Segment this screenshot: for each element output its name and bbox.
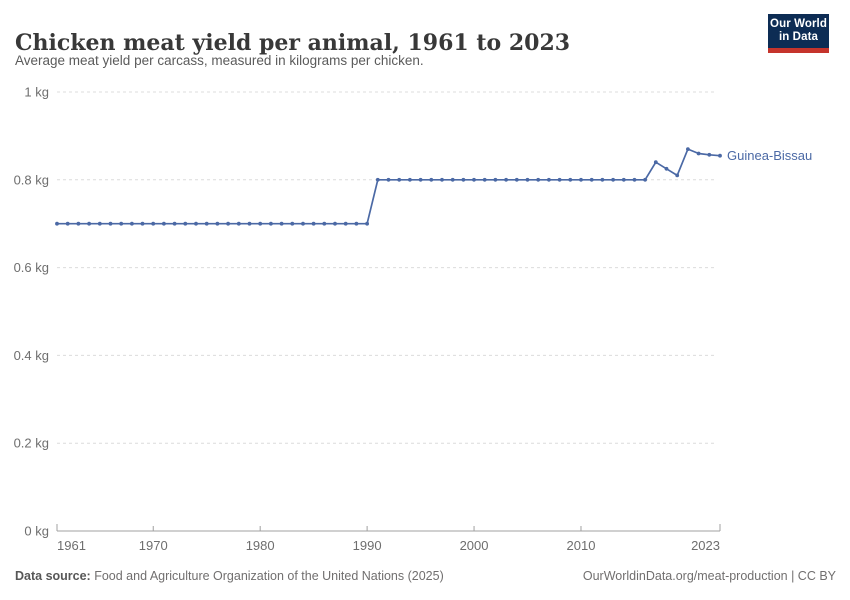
y-axis-tick-label: 0.6 kg	[14, 260, 49, 275]
data-point-marker	[151, 221, 156, 226]
data-point-marker	[87, 221, 91, 226]
data-point-marker	[247, 221, 252, 226]
data-point-marker	[172, 221, 177, 226]
x-axis-tick-label: 2023	[691, 538, 720, 553]
x-axis-tick-label: 1990	[353, 538, 382, 553]
data-point-marker	[643, 177, 647, 182]
data-source-text: Food and Agriculture Organization of the…	[94, 569, 444, 583]
data-point-marker	[568, 177, 573, 182]
data-point-marker	[301, 221, 305, 226]
data-point-marker	[525, 177, 530, 182]
data-source-note: Data source: Food and Agriculture Organi…	[15, 569, 444, 583]
data-point-marker	[653, 160, 658, 165]
data-point-marker	[408, 177, 412, 182]
y-axis-tick-label: 0.4 kg	[14, 348, 49, 363]
data-point-marker	[55, 221, 59, 226]
data-point-marker	[365, 221, 369, 226]
data-point-marker	[119, 221, 124, 226]
data-point-marker	[343, 221, 348, 226]
data-point-marker	[686, 147, 690, 152]
data-point-marker	[130, 221, 134, 226]
data-source-label: Data source:	[15, 569, 91, 583]
data-point-marker	[707, 152, 712, 157]
owid-logo-line1: Our World	[770, 18, 827, 30]
data-point-marker	[611, 177, 615, 182]
y-axis-tick-label: 1 kg	[24, 85, 49, 100]
x-axis-tick-label: 1980	[246, 538, 275, 553]
data-point-marker	[472, 177, 476, 182]
data-point-marker	[97, 221, 102, 226]
data-point-marker	[579, 177, 583, 182]
data-point-marker	[397, 177, 402, 182]
x-axis-tick-label: 2010	[567, 538, 596, 553]
data-point-marker	[547, 177, 551, 182]
data-point-marker	[482, 177, 487, 182]
data-point-marker	[696, 151, 701, 156]
data-point-marker	[183, 221, 188, 226]
data-point-marker	[440, 177, 444, 182]
owid-logo-line2: in Data	[778, 31, 819, 43]
data-point-marker	[418, 177, 423, 182]
series-entity-label[interactable]: Guinea-Bissau	[727, 148, 812, 163]
data-point-marker	[162, 221, 166, 226]
data-point-marker	[514, 177, 519, 182]
data-point-marker	[450, 177, 455, 182]
data-point-marker	[675, 173, 680, 178]
citation-link[interactable]: OurWorldinData.org/meat-production | CC …	[582, 569, 836, 583]
data-point-marker	[536, 177, 541, 182]
data-point-marker	[290, 221, 295, 226]
x-axis-tick-label: 1961	[57, 538, 86, 553]
data-point-marker	[429, 177, 434, 182]
x-axis-tick-label: 2000	[460, 538, 489, 553]
page-title: Chicken meat yield per animal, 1961 to 2…	[15, 29, 571, 56]
data-point-marker	[664, 166, 669, 171]
data-point-marker	[236, 221, 241, 226]
data-point-marker	[333, 221, 337, 226]
data-point-marker	[718, 153, 722, 158]
data-point-marker	[600, 177, 605, 182]
data-point-marker	[76, 221, 81, 226]
data-point-marker	[589, 177, 594, 182]
x-axis-tick-label: 1970	[139, 538, 168, 553]
chart-subtitle: Average meat yield per carcass, measured…	[15, 53, 424, 68]
data-point-marker	[557, 177, 562, 182]
data-point-marker	[258, 221, 263, 226]
data-point-marker	[493, 177, 498, 182]
data-point-marker	[322, 221, 327, 226]
data-point-marker	[215, 221, 220, 226]
data-point-marker	[279, 221, 284, 226]
data-point-marker	[65, 221, 70, 226]
owid-logo[interactable]: Our World in Data	[768, 14, 829, 53]
data-point-marker	[461, 177, 466, 182]
data-line	[56, 148, 721, 225]
data-point-marker	[226, 221, 231, 226]
footer: Data source: Food and Agriculture Organi…	[15, 569, 836, 583]
y-axis-tick-label: 0 kg	[24, 524, 49, 539]
data-point-marker	[194, 221, 198, 226]
data-point-marker	[375, 177, 380, 182]
data-point-marker	[204, 221, 209, 226]
data-point-marker	[311, 221, 316, 226]
y-axis-tick-label: 0.8 kg	[14, 172, 49, 187]
data-point-marker	[140, 221, 145, 226]
data-point-marker	[354, 221, 359, 226]
data-point-marker	[621, 177, 626, 182]
data-point-marker	[108, 221, 113, 226]
data-point-marker	[269, 221, 273, 226]
data-point-marker	[386, 177, 391, 182]
data-point-marker	[504, 177, 508, 182]
data-point-marker	[632, 177, 637, 182]
y-axis-tick-label: 0.2 kg	[14, 436, 49, 451]
